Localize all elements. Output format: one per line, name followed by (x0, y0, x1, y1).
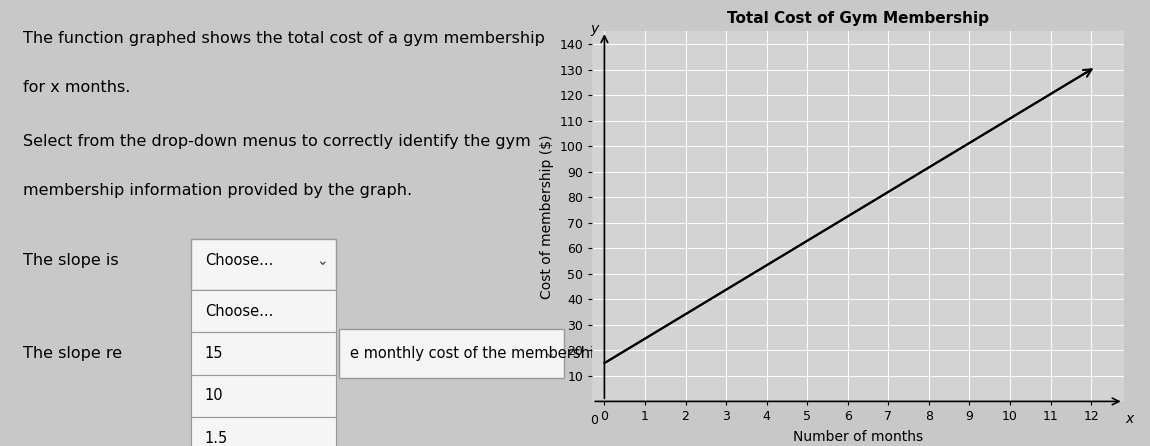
Text: ⌄: ⌄ (316, 254, 328, 268)
X-axis label: Number of months: Number of months (792, 430, 923, 444)
FancyBboxPatch shape (191, 375, 336, 417)
Text: The slope is: The slope is (23, 253, 118, 268)
Text: ⌄: ⌄ (544, 347, 555, 360)
Text: 15: 15 (205, 346, 223, 361)
Text: y: y (590, 22, 598, 36)
FancyBboxPatch shape (339, 329, 564, 378)
Text: e monthly cost of the membership: e monthly cost of the membership (350, 346, 604, 361)
Text: 10: 10 (205, 388, 223, 403)
FancyBboxPatch shape (191, 290, 336, 332)
Text: for x months.: for x months. (23, 80, 130, 95)
FancyBboxPatch shape (191, 332, 336, 375)
FancyBboxPatch shape (191, 239, 336, 290)
Text: Select from the drop-down menus to correctly identify the gym: Select from the drop-down menus to corre… (23, 134, 530, 149)
Text: Choose...: Choose... (205, 304, 274, 318)
Text: membership information provided by the graph.: membership information provided by the g… (23, 183, 412, 198)
FancyBboxPatch shape (191, 417, 336, 446)
Title: Total Cost of Gym Membership: Total Cost of Gym Membership (727, 11, 989, 26)
Text: x: x (1126, 412, 1134, 425)
Y-axis label: Cost of membership ($): Cost of membership ($) (539, 134, 554, 298)
Text: Choose...: Choose... (205, 253, 274, 268)
Text: The function graphed shows the total cost of a gym membership: The function graphed shows the total cos… (23, 31, 545, 46)
Text: The slope re: The slope re (23, 346, 122, 361)
Text: 0: 0 (590, 414, 598, 427)
Text: 1.5: 1.5 (205, 431, 228, 446)
